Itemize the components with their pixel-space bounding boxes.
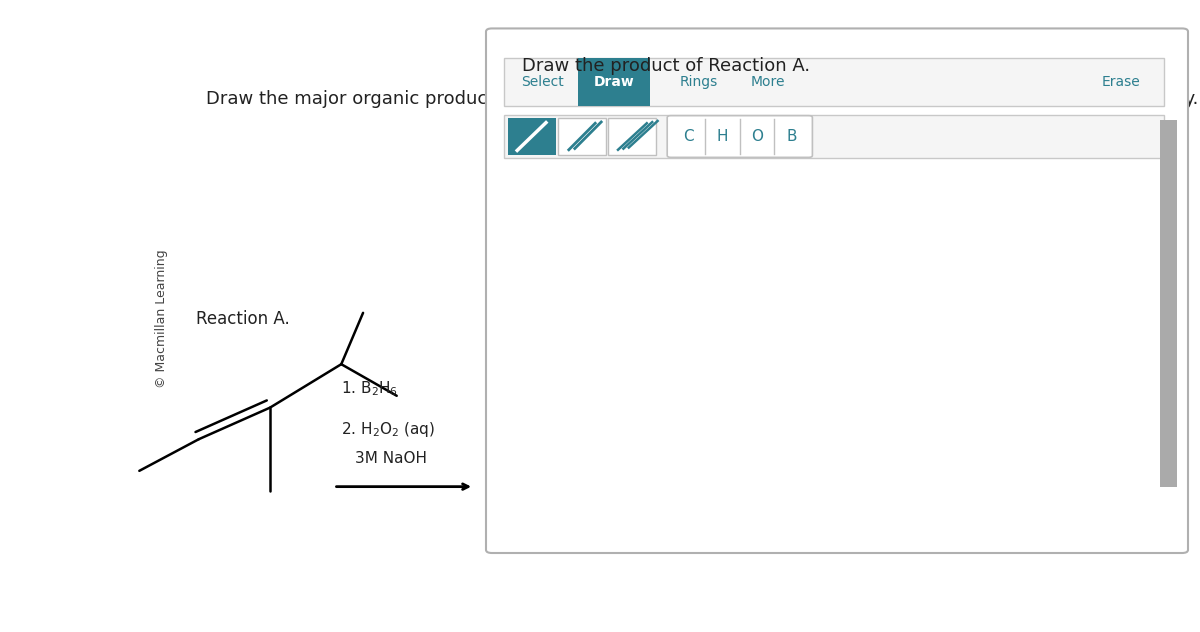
Text: H: H <box>716 129 728 144</box>
Text: Erase: Erase <box>1102 75 1140 89</box>
Text: 1. B$_2$H$_6$: 1. B$_2$H$_6$ <box>341 379 398 398</box>
Text: Reaction A.: Reaction A. <box>197 310 290 328</box>
Text: Select: Select <box>521 75 564 89</box>
Text: Draw the major organic product for each of the hydroboration-oxidation reactions: Draw the major organic product for each … <box>206 90 1198 109</box>
Text: 3M NaOH: 3M NaOH <box>355 451 427 466</box>
Text: O: O <box>751 129 763 144</box>
Text: © Macmillan Learning: © Macmillan Learning <box>155 250 168 389</box>
Text: B: B <box>786 129 797 144</box>
Text: Draw the product of Reaction A.: Draw the product of Reaction A. <box>522 57 810 75</box>
Text: C: C <box>683 129 694 144</box>
Text: 2. H$_2$O$_2$ (aq): 2. H$_2$O$_2$ (aq) <box>341 420 434 439</box>
Text: Draw: Draw <box>594 75 635 89</box>
Text: Rings: Rings <box>679 75 718 89</box>
Text: More: More <box>751 75 785 89</box>
